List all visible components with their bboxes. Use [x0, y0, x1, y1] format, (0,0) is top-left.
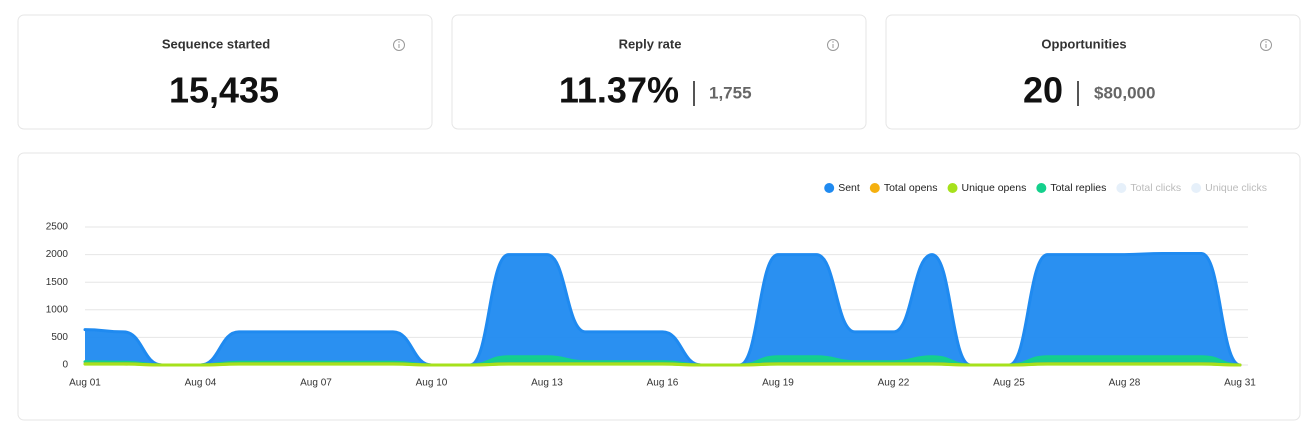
legend-label: Total clicks	[1130, 182, 1181, 194]
legend-swatch	[1191, 183, 1202, 193]
x-tick-label: Aug 16	[647, 378, 679, 389]
card: Opportunities 20 $80,000	[885, 14, 1301, 130]
legend-label: Total opens	[884, 182, 938, 194]
card-title: Opportunities	[1041, 36, 1126, 51]
card-bg	[17, 14, 433, 130]
y-tick-label: 500	[51, 332, 68, 343]
area	[85, 253, 1240, 365]
y-tick-label: 1500	[46, 277, 69, 288]
x-tick-label: Aug 28	[1109, 378, 1141, 389]
legend-swatch	[1116, 183, 1127, 193]
x-tick-label: Aug 01	[69, 378, 101, 389]
line	[83, 355, 1242, 367]
line	[83, 362, 1242, 367]
chart: 0 500 1000 1500 2000 2500 Aug 01 Aug 04 Aug 07 Au…	[46, 182, 1267, 389]
legend-label: Total replies	[1050, 182, 1106, 194]
card-value: 20	[1023, 70, 1063, 111]
legend-swatch	[869, 183, 880, 193]
x-tick-label: Aug 25	[993, 378, 1025, 389]
card-title: Reply rate	[619, 36, 682, 51]
x-tick-label: Aug 10	[416, 378, 448, 389]
card-secondary: 1,755	[709, 83, 752, 102]
card-secondary: $80,000	[1094, 83, 1155, 102]
x-tick-label: Aug 19	[762, 378, 794, 389]
y-tick-label: 2500	[46, 222, 69, 233]
x-tick-label: Aug 13	[531, 378, 563, 389]
y-tick-label: 0	[62, 360, 68, 371]
y-tick-label: 2000	[46, 249, 69, 260]
info-icon[interactable]	[827, 39, 839, 51]
x-tick-label: Aug 07	[300, 378, 332, 389]
card-value: 15,435	[169, 70, 279, 111]
line	[83, 251, 1242, 367]
card-value: 11.37%	[559, 70, 679, 111]
legend-label: Sent	[838, 182, 860, 194]
info-icon[interactable]	[393, 39, 405, 51]
legend-swatch	[947, 183, 958, 193]
card-bg	[885, 14, 1301, 130]
info-icon[interactable]	[1260, 39, 1272, 51]
card-title: Sequence started	[162, 36, 270, 51]
card: Reply rate 11.37% 1,755	[451, 14, 867, 130]
legend-swatch	[824, 183, 835, 193]
x-tick-label: Aug 31	[1224, 378, 1256, 389]
x-tick-label: Aug 22	[878, 378, 910, 389]
card-bg	[451, 14, 867, 130]
legend-label: Unique opens	[962, 182, 1027, 194]
card: Sequence started 15,435	[17, 14, 433, 130]
legend-swatch	[1036, 183, 1047, 193]
legend-label: Unique clicks	[1205, 182, 1267, 194]
x-tick-label: Aug 04	[185, 378, 217, 389]
y-tick-label: 1000	[46, 304, 69, 315]
